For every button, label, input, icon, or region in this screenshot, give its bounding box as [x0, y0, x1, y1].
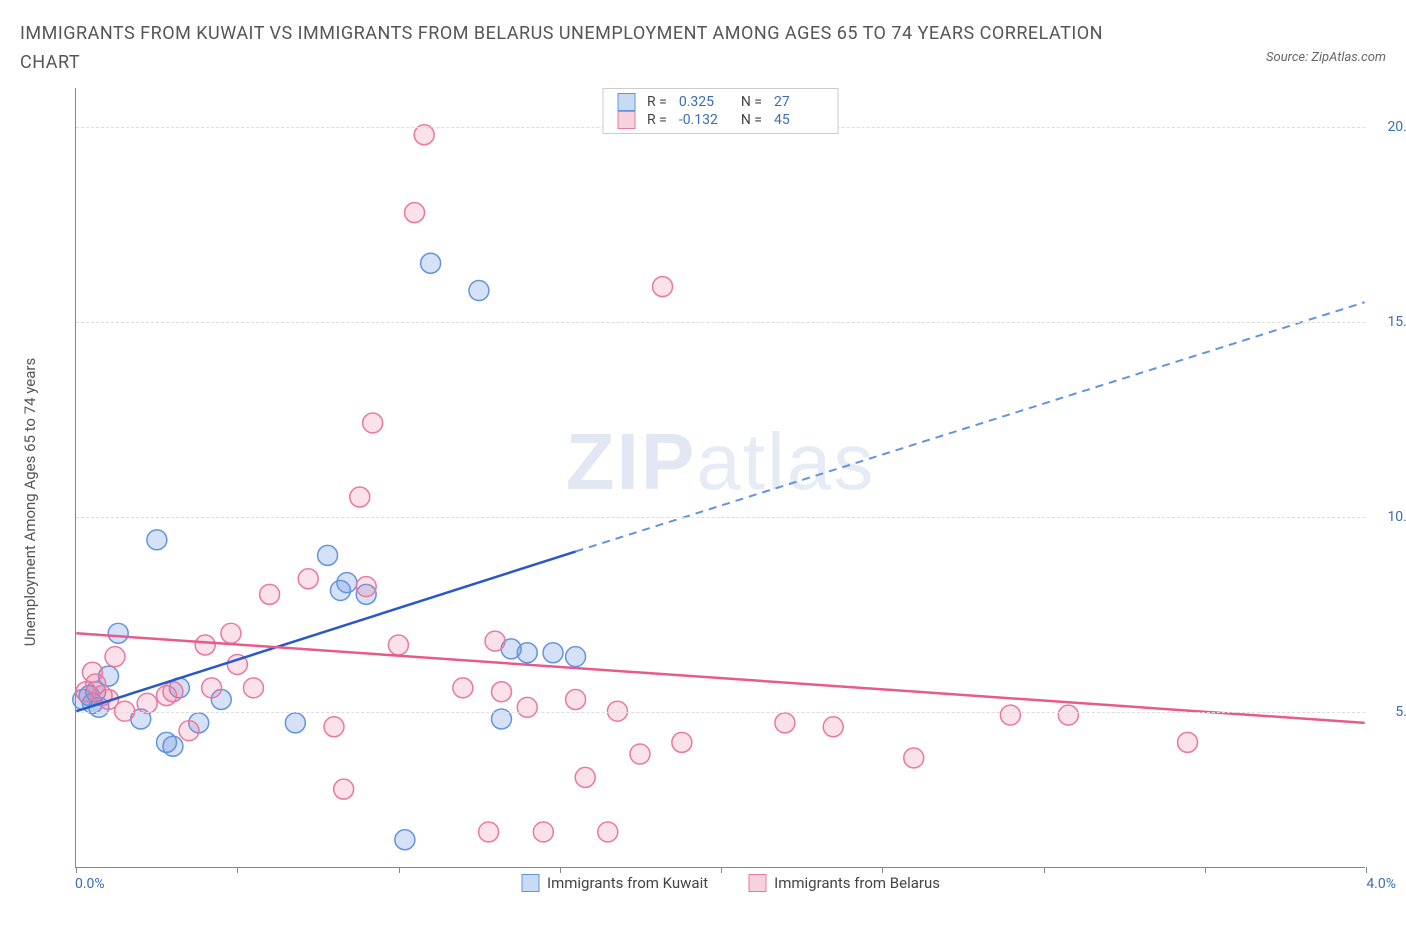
data-point: [105, 646, 125, 666]
data-point: [202, 677, 222, 697]
data-point: [108, 623, 128, 643]
header: IMMIGRANTS FROM KUWAIT VS IMMIGRANTS FRO…: [20, 20, 1386, 78]
data-point: [285, 712, 305, 732]
data-point: [337, 572, 357, 592]
legend-swatch: [617, 111, 635, 129]
n-value: 45: [774, 112, 824, 128]
data-point: [363, 413, 383, 433]
data-point: [179, 720, 199, 740]
r-label: R =: [647, 94, 667, 110]
n-value: 27: [774, 94, 824, 110]
y-tick-label: 10.0%: [1387, 509, 1406, 525]
r-value: -0.132: [679, 112, 729, 128]
grid-line: [76, 712, 1365, 713]
source-attribution: Source: ZipAtlas.com: [1266, 50, 1386, 65]
legend-swatch: [617, 93, 635, 111]
legend-swatch: [748, 874, 766, 892]
x-axis: 0.0% Immigrants from KuwaitImmigrants fr…: [75, 868, 1386, 898]
grid-line: [76, 517, 1365, 518]
r-value: 0.325: [679, 94, 729, 110]
y-tick-label: 5.0%: [1395, 704, 1406, 720]
data-point: [598, 822, 618, 842]
data-point: [356, 576, 376, 596]
data-point: [630, 744, 650, 764]
data-point: [324, 716, 344, 736]
data-point: [421, 253, 441, 273]
trend-line-solid: [76, 633, 1364, 723]
legend-swatch: [521, 874, 539, 892]
data-point: [653, 276, 673, 296]
data-point: [243, 677, 263, 697]
y-tick-label: 15.0%: [1387, 314, 1406, 330]
data-point: [775, 712, 795, 732]
data-point: [543, 642, 563, 662]
x-axis-max-label: 4.0%: [1366, 876, 1396, 892]
y-axis-label: Unemployment Among Ages 65 to 74 years: [21, 357, 39, 645]
data-point: [823, 716, 843, 736]
chart-svg: [76, 88, 1365, 867]
data-point: [1000, 705, 1020, 725]
r-label: R =: [647, 112, 667, 128]
legend-item: Immigrants from Belarus: [748, 874, 940, 892]
series-legend: Immigrants from Kuwait Immigrants from Be…: [521, 874, 940, 892]
data-point: [517, 697, 537, 717]
data-point: [566, 689, 586, 709]
data-point: [517, 642, 537, 662]
data-point: [350, 487, 370, 507]
data-point: [137, 693, 157, 713]
stats-legend-row: R = 0.325 N = 27: [617, 93, 824, 111]
plot-container: Unemployment Among Ages 65 to 74 years Z…: [20, 88, 1386, 898]
data-point: [163, 681, 183, 701]
data-point: [395, 829, 415, 849]
data-point: [147, 529, 167, 549]
data-point: [1178, 732, 1198, 752]
n-label: N =: [741, 94, 762, 110]
data-point: [334, 779, 354, 799]
data-point: [469, 280, 489, 300]
data-point: [453, 677, 473, 697]
plot-area: ZIPatlas R =0.325N =27R =-0.132N =45 5.0…: [75, 88, 1365, 868]
data-point: [575, 767, 595, 787]
y-tick-label: 20.0%: [1387, 119, 1406, 135]
stats-legend: R = 0.325 N = 27 R = -0.132 N = 45: [602, 88, 839, 134]
data-point: [388, 635, 408, 655]
trend-line-dashed: [576, 302, 1365, 551]
data-point: [533, 822, 553, 842]
data-point: [221, 623, 241, 643]
data-point: [491, 681, 511, 701]
data-point: [405, 202, 425, 222]
legend-label: Immigrants from Belarus: [774, 874, 940, 892]
data-point: [318, 545, 338, 565]
n-label: N =: [741, 112, 762, 128]
data-point: [485, 631, 505, 651]
data-point: [195, 635, 215, 655]
chart-title: IMMIGRANTS FROM KUWAIT VS IMMIGRANTS FRO…: [20, 20, 1120, 78]
data-point: [672, 732, 692, 752]
data-point: [904, 748, 924, 768]
legend-item: Immigrants from Kuwait: [521, 874, 708, 892]
data-point: [260, 584, 280, 604]
data-point: [1058, 705, 1078, 725]
data-point: [479, 822, 499, 842]
legend-label: Immigrants from Kuwait: [547, 874, 708, 892]
correlation-chart: IMMIGRANTS FROM KUWAIT VS IMMIGRANTS FRO…: [20, 20, 1386, 898]
data-point: [163, 736, 183, 756]
data-point: [566, 646, 586, 666]
grid-line: [76, 322, 1365, 323]
data-point: [298, 568, 318, 588]
stats-legend-row: R = -0.132 N = 45: [617, 111, 824, 129]
x-axis-min-label: 0.0%: [75, 876, 105, 892]
